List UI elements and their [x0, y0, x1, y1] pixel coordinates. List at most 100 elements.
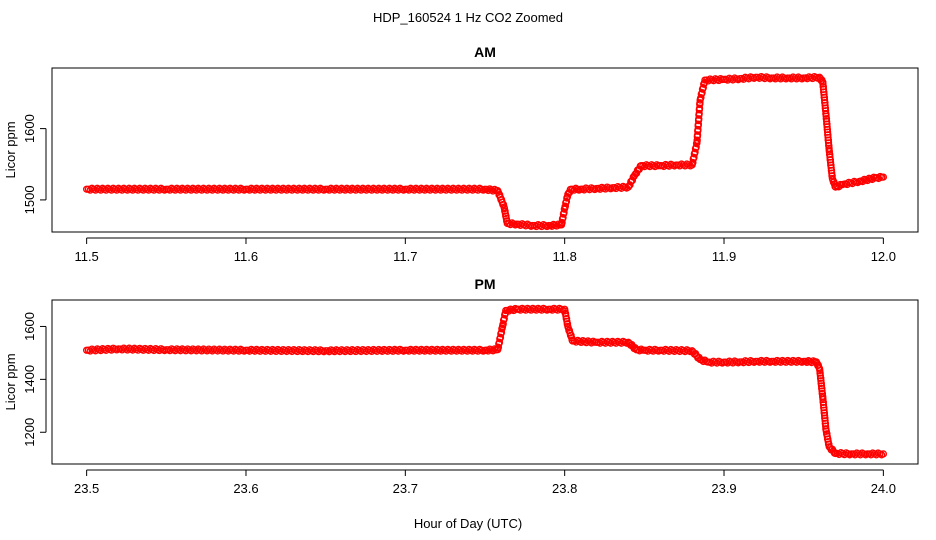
data-point [835, 450, 843, 459]
data-point [383, 347, 392, 355]
data-point [484, 347, 492, 355]
data-point [562, 315, 571, 323]
data-point [777, 75, 785, 83]
data-point [192, 186, 201, 194]
y-axis-label: Licor ppm [3, 353, 18, 410]
data-point [352, 347, 360, 356]
data-point [176, 347, 185, 355]
data-point [288, 186, 296, 194]
data-point [298, 186, 307, 194]
data-point [755, 358, 764, 366]
data-point [362, 347, 371, 356]
data-point [821, 414, 829, 422]
data-point [771, 75, 780, 83]
data-point [330, 347, 339, 356]
data-point [129, 186, 137, 194]
data-point [745, 358, 753, 367]
data-point [357, 186, 365, 194]
data-point [415, 186, 424, 194]
data-point [851, 451, 859, 459]
data-point [596, 185, 604, 193]
data-point [522, 222, 530, 230]
data-point [704, 77, 713, 85]
data-point [538, 306, 546, 314]
data-point [245, 347, 254, 355]
data-point [383, 186, 392, 194]
data-point [304, 347, 312, 356]
data-point [447, 186, 456, 194]
figure-title: HDP_160524 1 Hz CO2 Zoomed [373, 10, 563, 25]
data-point [166, 186, 174, 194]
data-point [97, 186, 105, 194]
data-point [867, 451, 875, 459]
data-point [532, 306, 540, 314]
plot-frame [51, 299, 919, 465]
data-point [761, 358, 769, 366]
data-point [272, 186, 280, 194]
data-point [803, 358, 811, 367]
data-point [107, 186, 116, 194]
data-point [336, 186, 344, 194]
data-point [314, 347, 323, 356]
data-point [235, 347, 243, 355]
data-point [288, 347, 296, 356]
data-point [118, 186, 126, 194]
data-point [494, 343, 503, 351]
x-tick-label: 23.7 [393, 481, 418, 496]
data-point [561, 202, 570, 210]
data-point [821, 422, 830, 430]
data-point [840, 450, 849, 459]
data-point [582, 339, 590, 347]
x-tick-label: 23.9 [711, 481, 736, 496]
data-point [123, 346, 132, 354]
data-point [97, 346, 105, 355]
pm-panel: PM 23.5 23.6 23.7 23.8 23.9 24.0 1200 1400 1600 Li… [3, 276, 919, 496]
data-point [426, 186, 434, 194]
data-point [277, 186, 286, 194]
data-point [561, 309, 570, 318]
data-point [431, 186, 440, 194]
data-point [585, 186, 594, 194]
data-point [203, 347, 211, 355]
data-point [346, 347, 355, 356]
data-point [698, 89, 706, 97]
data-point [267, 186, 275, 194]
data-point [373, 186, 381, 194]
data-point [150, 346, 158, 355]
data-point [527, 306, 535, 314]
y-tick-label: 1500 [22, 185, 37, 214]
data-point [792, 75, 801, 83]
y-tick-label: 1400 [22, 365, 37, 394]
data-point [405, 186, 413, 194]
data-point [819, 398, 827, 406]
data-point [553, 306, 562, 314]
data-point [341, 186, 349, 194]
data-point [563, 320, 572, 328]
data-point [102, 186, 110, 194]
data-point [277, 347, 286, 356]
data-point [501, 207, 509, 215]
data-point [681, 347, 689, 356]
am-panel: AM 11.5 11.6 11.7 11.8 11.9 12.0 1500 1600 Licor … [3, 44, 919, 264]
data-point [304, 186, 312, 194]
data-point [107, 346, 116, 354]
data-point [474, 186, 482, 194]
data-point [219, 347, 227, 355]
data-point [458, 186, 466, 194]
data-point [496, 333, 505, 341]
data-point [818, 384, 826, 393]
data-point [256, 347, 264, 355]
data-point [879, 450, 888, 458]
data-point [468, 347, 477, 355]
data-point [389, 347, 397, 355]
data-point [176, 186, 185, 194]
data-point [559, 213, 567, 222]
data-point [421, 186, 429, 194]
data-point [309, 186, 317, 194]
x-axis-label: Hour of Day (UTC) [414, 516, 522, 531]
data-point [298, 347, 307, 356]
data-point [405, 347, 413, 355]
data-point [699, 84, 707, 92]
data-point [709, 77, 718, 85]
